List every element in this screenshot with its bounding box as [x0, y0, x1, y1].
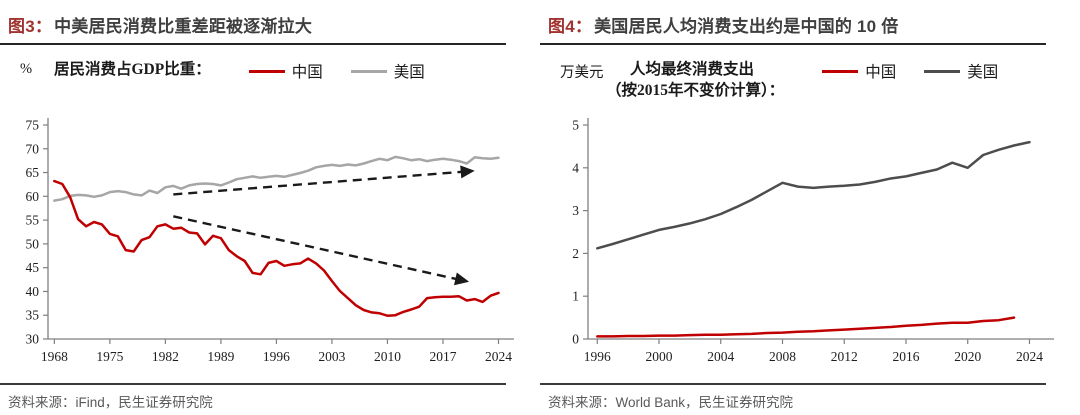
- figure-4-chart: 0 1 2 3 4 5 1996 2000 2004 2008 2012 2016 2020 2024: [572, 118, 1054, 364]
- svg-text:2020: 2020: [954, 349, 981, 364]
- legend-items: 中国 美国: [822, 59, 998, 82]
- figure-3: 图3： 中美居民消费比重差距被逐渐拉大 % 居民消费占GDP比重： 中国 美国 3…: [0, 8, 540, 415]
- china-line-swatch: [822, 69, 859, 73]
- svg-text:2008: 2008: [769, 349, 796, 364]
- y-axis-unit-label: %: [20, 61, 33, 77]
- svg-text:2004: 2004: [707, 349, 734, 364]
- svg-text:2024: 2024: [1016, 349, 1043, 364]
- y-axis-unit-label: 万美元: [560, 65, 604, 81]
- svg-text:4: 4: [572, 160, 579, 175]
- legend-label-us: 美国: [393, 64, 425, 81]
- figure-3-chart: 30 35 40 45 50 55 60 65 70 75 1968 1975 1982 1989 1996…: [26, 118, 514, 364]
- legend-title: 居民消费占GDP比重：: [54, 61, 211, 78]
- svg-text:2000: 2000: [646, 349, 673, 364]
- legend-item-us: 美国: [924, 60, 998, 82]
- figure-4-legend: 万美元 人均最终消费支出 （按2015年不变价计算）： 中国 美国: [540, 59, 1080, 111]
- svg-text:5: 5: [572, 118, 579, 133]
- svg-text:2: 2: [572, 246, 579, 261]
- svg-text:65: 65: [26, 165, 40, 180]
- svg-text:1989: 1989: [207, 349, 234, 364]
- svg-text:1982: 1982: [152, 349, 179, 364]
- svg-text:35: 35: [26, 308, 40, 323]
- svg-text:1: 1: [572, 289, 579, 304]
- legend-item-us: 美国: [350, 60, 425, 82]
- figure-3-title: 图3： 中美居民消费比重差距被逐渐拉大: [0, 8, 506, 45]
- svg-text:60: 60: [26, 189, 40, 204]
- svg-text:0: 0: [572, 332, 579, 347]
- svg-text:50: 50: [26, 236, 40, 251]
- svg-text:1975: 1975: [96, 349, 123, 364]
- svg-text:2012: 2012: [831, 349, 858, 364]
- svg-text:1996: 1996: [263, 349, 290, 364]
- svg-text:3: 3: [572, 203, 579, 218]
- svg-text:1996: 1996: [584, 349, 611, 364]
- china-line-swatch: [248, 69, 285, 73]
- svg-text:2024: 2024: [485, 349, 512, 364]
- figure-4-number: 图4：: [548, 17, 593, 36]
- svg-text:2003: 2003: [318, 349, 345, 364]
- figure-3-source: 资料来源：iFind，民生证券研究院: [0, 383, 506, 411]
- figure-3-legend: % 居民消费占GDP比重： 中国 美国: [0, 59, 540, 111]
- legend-item-china: 中国: [248, 60, 323, 82]
- figure-4-title: 图4： 美国居民人均消费支出约是中国的 10 倍: [540, 8, 1046, 45]
- svg-text:1968: 1968: [41, 349, 68, 364]
- figure-4-source: 资料来源：World Bank，民生证券研究院: [540, 383, 1046, 411]
- legend-label-china: 中国: [291, 64, 323, 81]
- legend-items: 中国 美国: [248, 59, 425, 82]
- figure-4-title-text: 美国居民人均消费支出约是中国的 10 倍: [594, 17, 899, 36]
- svg-text:30: 30: [26, 332, 40, 347]
- svg-text:2016: 2016: [892, 349, 919, 364]
- legend-item-china: 中国: [822, 60, 896, 82]
- legend-label-us: 美国: [967, 64, 999, 81]
- us-line-swatch: [350, 69, 387, 73]
- figure-3-number: 图3：: [8, 17, 53, 36]
- legend-title: 人均最终消费支出 （按2015年不变价计算）：: [606, 61, 785, 99]
- svg-text:55: 55: [26, 213, 40, 228]
- figure-3-title-text: 中美居民消费比重差距被逐渐拉大: [54, 17, 313, 36]
- svg-text:2010: 2010: [374, 349, 401, 364]
- svg-text:2017: 2017: [429, 349, 456, 364]
- legend-label-china: 中国: [865, 64, 897, 81]
- svg-text:70: 70: [26, 141, 40, 156]
- svg-text:75: 75: [26, 118, 40, 133]
- figure-4: 图4： 美国居民人均消费支出约是中国的 10 倍 万美元 人均最终消费支出 （按2…: [540, 8, 1080, 415]
- svg-text:45: 45: [26, 260, 40, 275]
- svg-text:40: 40: [26, 284, 40, 299]
- us-line-swatch: [924, 69, 961, 73]
